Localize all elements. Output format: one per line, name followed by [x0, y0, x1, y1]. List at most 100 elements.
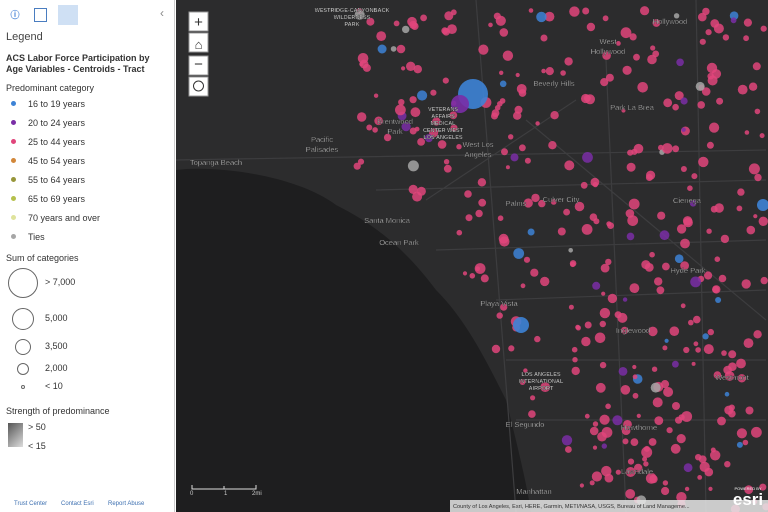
census-dot — [757, 199, 768, 211]
census-dot — [642, 456, 648, 462]
census-dot — [736, 441, 743, 448]
census-dot — [569, 260, 577, 267]
census-dot — [676, 434, 686, 444]
census-dot — [413, 65, 422, 74]
census-dot — [743, 35, 749, 42]
map-button[interactable] — [188, 32, 209, 53]
census-dot — [672, 103, 679, 111]
place-label: Brentwood — [377, 117, 413, 126]
size-label: > 7,000 — [45, 277, 76, 287]
place-label: Ocean Park — [379, 238, 419, 247]
footer-link[interactable]: Report Abuse — [108, 501, 145, 507]
strength-label: > 50 — [28, 422, 46, 432]
census-dot — [632, 374, 638, 380]
census-dot — [605, 258, 612, 266]
footer-link[interactable]: Trust Center — [14, 501, 48, 507]
place-label: Pacific — [311, 135, 333, 144]
place-label: Palms — [506, 199, 527, 208]
census-dot — [464, 190, 472, 198]
census-dot — [754, 108, 761, 115]
census-dot — [672, 360, 679, 368]
map-button[interactable] — [188, 11, 209, 32]
census-dot — [737, 188, 745, 196]
census-dot — [557, 227, 566, 236]
census-dot — [662, 262, 670, 271]
home-icon: ⌂ — [195, 37, 203, 52]
census-dot — [661, 486, 670, 496]
census-dot — [420, 14, 427, 22]
census-dot — [680, 238, 690, 249]
census-dot — [491, 344, 501, 354]
census-dot — [648, 326, 658, 337]
place-label: Inglewood — [616, 326, 650, 335]
census-dot — [724, 461, 731, 468]
census-dot — [592, 281, 601, 290]
place-label: WESTRIDGE-CANYONBACK — [315, 8, 390, 14]
census-dot — [497, 215, 504, 221]
census-dot — [475, 266, 481, 272]
census-dot — [654, 277, 663, 286]
logo: esri — [733, 490, 763, 509]
census-dot — [710, 447, 716, 453]
size-label: 3,500 — [45, 341, 68, 351]
map-button[interactable] — [188, 55, 209, 76]
census-dot — [652, 397, 663, 408]
census-dot — [605, 403, 611, 410]
census-dot — [535, 121, 540, 126]
scale-label: 0 — [190, 491, 194, 497]
census-dot — [444, 11, 454, 21]
census-dot — [357, 53, 369, 64]
census-dot — [676, 224, 687, 234]
census-dot — [524, 157, 531, 164]
census-dot — [604, 473, 614, 483]
census-dot — [698, 12, 707, 22]
layers-tab[interactable] — [34, 8, 47, 22]
census-dot — [744, 485, 754, 495]
category-label: 25 to 44 years — [28, 137, 86, 147]
census-dot — [584, 413, 590, 419]
map-button[interactable] — [188, 76, 209, 97]
census-dot — [469, 273, 476, 279]
place-label: Cienega — [673, 196, 702, 205]
census-dot — [743, 18, 753, 27]
census-dot — [568, 248, 573, 253]
place-label: Park — [387, 127, 403, 136]
census-dot — [571, 346, 578, 353]
census-dot — [650, 45, 656, 51]
census-dot — [695, 347, 701, 353]
census-dot — [417, 90, 428, 101]
scale-label: 2mi — [252, 491, 262, 497]
census-dot — [416, 186, 426, 196]
census-dots — [353, 6, 768, 512]
census-dot — [443, 159, 450, 165]
census-dot — [716, 97, 724, 105]
census-dot — [620, 27, 632, 39]
census-dot — [505, 165, 510, 170]
census-dot — [659, 230, 670, 241]
footer-link[interactable]: Contact Esri — [61, 501, 94, 507]
census-dot — [663, 387, 674, 397]
legend-tab[interactable] — [58, 5, 78, 25]
census-dot — [474, 263, 486, 274]
info-tab[interactable]: ⓘ — [10, 10, 20, 20]
census-dot — [447, 24, 457, 34]
census-dot — [513, 317, 529, 333]
census-dot — [676, 58, 684, 67]
census-dot — [746, 225, 756, 235]
census-dot — [362, 63, 371, 72]
place-label: Lawndale — [621, 467, 653, 476]
census-dot — [616, 41, 621, 46]
census-dot — [569, 6, 580, 17]
census-dot — [585, 94, 595, 105]
census-dot — [691, 173, 698, 180]
category-swatch — [11, 234, 16, 239]
census-dot — [393, 20, 400, 27]
census-dot — [523, 256, 531, 263]
place-label: Topanga Beach — [190, 158, 242, 167]
collapse[interactable]: ‹ — [160, 6, 164, 20]
census-dot — [707, 75, 718, 86]
census-dot — [540, 34, 548, 42]
census-dot — [672, 402, 680, 410]
census-dot — [633, 143, 644, 154]
